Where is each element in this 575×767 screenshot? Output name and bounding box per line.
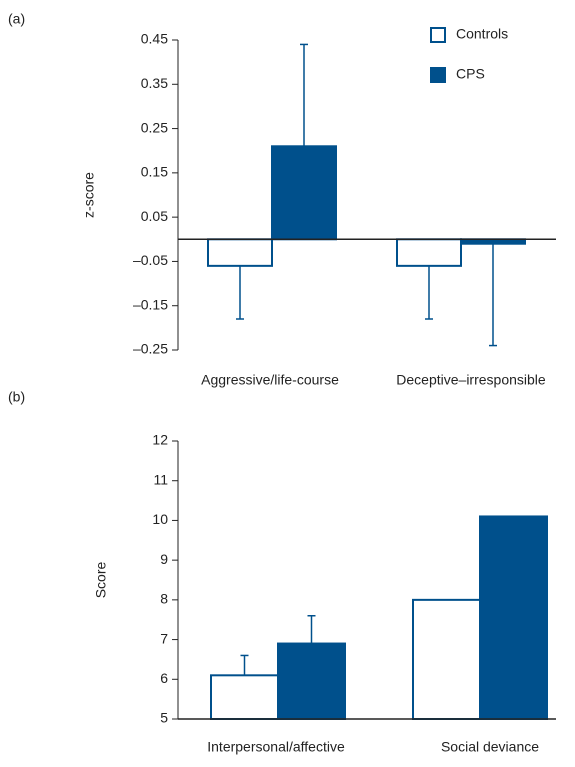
legend-label: CPS xyxy=(456,66,485,82)
y-tick-label: 11 xyxy=(153,471,168,487)
y-tick-label: 6 xyxy=(160,670,168,686)
y-tick-label: –0.15 xyxy=(133,296,168,312)
panel-label: (b) xyxy=(8,389,25,405)
legend-swatch xyxy=(430,27,446,43)
y-tick-label: 10 xyxy=(152,511,168,527)
bar xyxy=(210,674,279,720)
bar xyxy=(277,642,346,720)
y-axis-label: z-score xyxy=(81,172,97,218)
x-tick-label: Aggressive/life-course xyxy=(201,372,339,388)
x-tick-label: Interpersonal/affective xyxy=(207,739,345,755)
bar xyxy=(396,238,462,267)
y-tick-label: 0.15 xyxy=(141,164,168,180)
y-tick-label: 8 xyxy=(160,591,168,607)
bar xyxy=(412,598,481,720)
y-tick-label: 0.35 xyxy=(141,75,168,91)
x-tick-label: Social deviance xyxy=(441,739,539,755)
y-tick-label: 12 xyxy=(152,432,168,448)
legend-swatch xyxy=(430,67,446,83)
y-tick-label: 9 xyxy=(160,551,168,567)
y-tick-label: –0.25 xyxy=(133,341,168,357)
legend-label: Controls xyxy=(456,26,508,42)
panel-label: (a) xyxy=(8,11,25,27)
bar xyxy=(207,238,273,267)
y-tick-label: 0.05 xyxy=(141,208,168,224)
y-tick-label: –0.05 xyxy=(133,252,168,268)
y-tick-label: 5 xyxy=(160,710,168,726)
x-tick-label: Deceptive–irresponsible xyxy=(396,372,546,388)
y-axis-label: Score xyxy=(93,562,109,599)
y-tick-label: 7 xyxy=(160,630,168,646)
y-tick-label: 0.45 xyxy=(141,31,168,47)
y-tick-label: 0.25 xyxy=(141,119,168,135)
bar xyxy=(479,515,548,721)
bar xyxy=(271,145,337,241)
